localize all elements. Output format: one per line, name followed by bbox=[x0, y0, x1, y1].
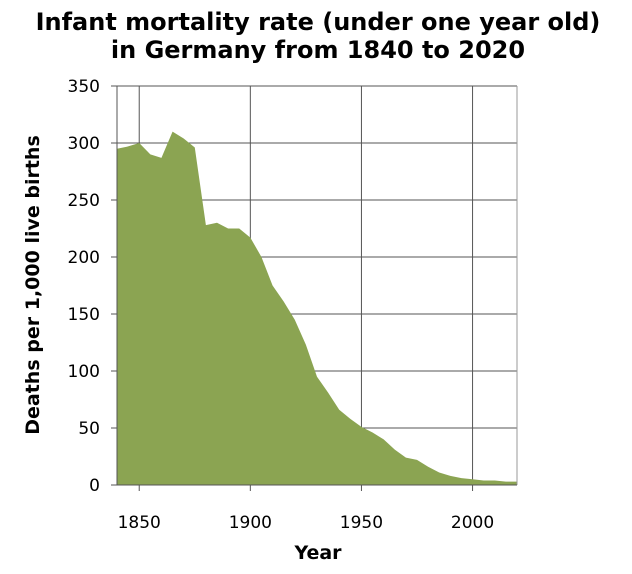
x-axis-label: Year bbox=[293, 542, 342, 564]
y-tick-label: 150 bbox=[68, 305, 100, 325]
chart-title-line-2: in Germany from 1840 to 2020 bbox=[111, 36, 525, 64]
x-tick-label: 2000 bbox=[451, 513, 494, 533]
y-tick-label: 300 bbox=[68, 134, 100, 154]
area-series bbox=[117, 131, 517, 485]
y-tick-label: 0 bbox=[89, 476, 100, 496]
y-tick-label: 200 bbox=[68, 248, 100, 268]
chart-title-line-1: Infant mortality rate (under one year ol… bbox=[36, 8, 601, 36]
y-tick-label: 250 bbox=[68, 191, 100, 211]
plot-border bbox=[116, 86, 518, 486]
x-tick-label: 1950 bbox=[340, 513, 383, 533]
x-tick-label: 1850 bbox=[118, 513, 161, 533]
x-tick-label: 1900 bbox=[229, 513, 272, 533]
y-axis-ticks: 0 50 100 150 200 250 300 350 bbox=[68, 77, 117, 496]
y-tick-label: 100 bbox=[68, 362, 100, 382]
x-axis-ticks: 1850 1900 1950 2000 bbox=[118, 485, 494, 533]
y-tick-label: 50 bbox=[78, 419, 100, 439]
y-axis-label: Deaths per 1,000 live births bbox=[22, 135, 44, 435]
y-tick-label: 350 bbox=[68, 77, 100, 97]
